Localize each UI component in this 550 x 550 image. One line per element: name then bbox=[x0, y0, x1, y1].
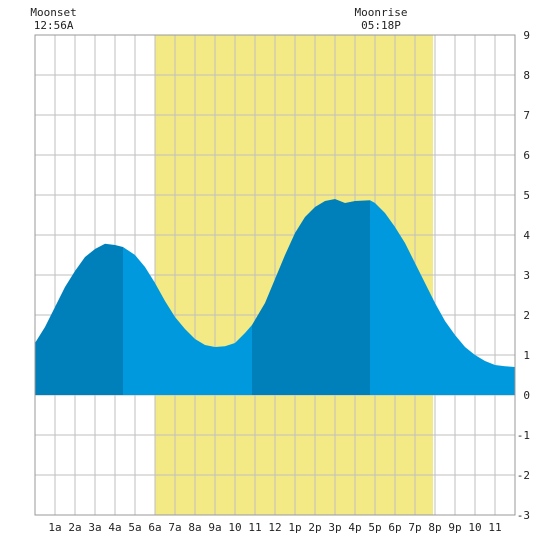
y-tick-label: 4 bbox=[523, 229, 530, 242]
x-tick-label: 2p bbox=[308, 521, 321, 534]
y-tick-label: 7 bbox=[523, 109, 530, 122]
x-tick-label: 9a bbox=[208, 521, 221, 534]
x-tick-label: 5a bbox=[128, 521, 141, 534]
y-tick-label: -1 bbox=[517, 429, 530, 442]
y-tick-label: 8 bbox=[523, 69, 530, 82]
moonrise-label: Moonrise bbox=[355, 6, 408, 19]
tide-area-segment-1 bbox=[35, 243, 123, 395]
moonset-time: 12:56A bbox=[34, 19, 74, 32]
x-tick-label: 11 bbox=[248, 521, 261, 534]
x-tick-label: 10 bbox=[228, 521, 241, 534]
y-tick-label: 5 bbox=[523, 189, 530, 202]
y-tick-label: 3 bbox=[523, 269, 530, 282]
y-tick-label: 0 bbox=[523, 389, 530, 402]
moonrise-time: 05:18P bbox=[361, 19, 401, 32]
x-tick-label: 10 bbox=[468, 521, 481, 534]
y-tick-label: 1 bbox=[523, 349, 530, 362]
x-tick-label: 6p bbox=[388, 521, 401, 534]
x-tick-label: 8p bbox=[428, 521, 441, 534]
x-tick-label: 12 bbox=[268, 521, 281, 534]
x-tick-label: 4p bbox=[348, 521, 361, 534]
x-tick-label: 5p bbox=[368, 521, 381, 534]
x-tick-label: 2a bbox=[68, 521, 81, 534]
x-tick-label: 9p bbox=[448, 521, 461, 534]
plot-frame bbox=[34, 34, 516, 516]
x-tick-label: 1a bbox=[48, 521, 61, 534]
x-tick-label: 1p bbox=[288, 521, 301, 534]
x-tick-label: 11 bbox=[488, 521, 501, 534]
x-tick-label: 3a bbox=[88, 521, 101, 534]
tide-area-segment-2 bbox=[123, 247, 252, 395]
y-tick-label: 2 bbox=[523, 309, 530, 322]
x-tick-label: 8a bbox=[188, 521, 201, 534]
y-tick-label: -2 bbox=[517, 469, 530, 482]
y-tick-label: -3 bbox=[517, 509, 530, 522]
x-tick-label: 4a bbox=[108, 521, 121, 534]
x-tick-label: 6a bbox=[148, 521, 161, 534]
tide-area-segment-3 bbox=[252, 199, 370, 395]
moonset-label: Moonset bbox=[30, 6, 76, 19]
x-tick-label: 7p bbox=[408, 521, 421, 534]
y-tick-label: 6 bbox=[523, 149, 530, 162]
tide-area-segment-4 bbox=[370, 200, 515, 395]
x-tick-label: 7a bbox=[168, 521, 181, 534]
x-tick-label: 3p bbox=[328, 521, 341, 534]
y-tick-label: 9 bbox=[523, 29, 530, 42]
